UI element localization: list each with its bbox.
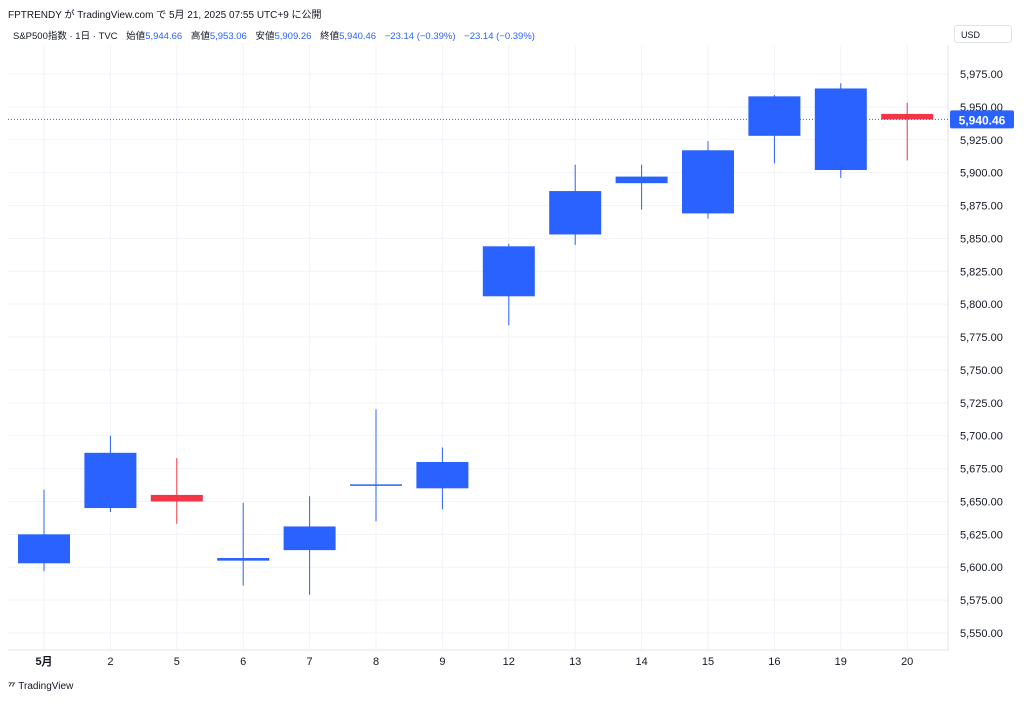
- change-value-2: −23.14 (−0.39%): [464, 31, 535, 42]
- candle-body: [748, 96, 801, 136]
- tradingview-logo-icon: ⁷⁷: [8, 681, 15, 692]
- y-tick-label: 5,550.00: [960, 628, 1003, 640]
- currency-button[interactable]: USD: [954, 25, 1012, 43]
- last-price-badge: [950, 110, 1014, 129]
- y-tick-label: 5,650.00: [960, 496, 1003, 508]
- x-tick-label: 6: [240, 656, 246, 668]
- footer-brand[interactable]: ⁷⁷ TradingView: [8, 681, 73, 692]
- x-tick-label: 15: [702, 656, 714, 668]
- candle-body: [814, 88, 867, 171]
- candle-body: [84, 452, 137, 509]
- high-label: 高値: [190, 31, 210, 42]
- change-value: −23.14 (−0.39%): [384, 31, 456, 42]
- y-tick-label: 5,575.00: [960, 595, 1003, 607]
- x-tick-label: 19: [835, 656, 847, 668]
- y-tick-label: 5,675.00: [960, 464, 1003, 476]
- footer-brand-label: TradingView: [18, 681, 74, 692]
- low-value: 5,909.26: [274, 31, 312, 42]
- x-tick-label: 8: [373, 656, 379, 668]
- publish-header: FPTRENDY が TradingView.com で 5月 21, 2025…: [8, 10, 322, 21]
- y-tick-label: 5,825.00: [960, 266, 1003, 278]
- x-tick-label: 20: [901, 656, 913, 668]
- last-price-label: 5,940.46: [959, 113, 1006, 127]
- x-tick-label: 12: [503, 656, 515, 668]
- x-tick-label: 5: [174, 656, 180, 668]
- candle-body: [18, 534, 70, 564]
- x-tick-label: 7: [307, 656, 313, 668]
- candle-body: [350, 484, 402, 486]
- symbol-name[interactable]: S&P500指数 · 1日 · TVC: [13, 31, 118, 42]
- y-tick-label: 5,975.00: [960, 69, 1003, 81]
- low-label: 安値: [255, 31, 275, 42]
- candle-body: [217, 558, 270, 561]
- candle-body: [482, 246, 535, 297]
- x-tick-label: 13: [569, 656, 581, 668]
- close-label: 終値: [320, 31, 340, 42]
- x-tick-label: 9: [439, 656, 445, 668]
- candle-body: [682, 150, 734, 214]
- open-value: 5,944.66: [145, 31, 183, 42]
- symbol-legend[interactable]: S&P500指数 · 1日 · TVC 始値5,944.66 高値5,953.0…: [13, 28, 535, 42]
- y-tick-label: 5,800.00: [960, 299, 1003, 311]
- y-tick-label: 5,775.00: [960, 332, 1003, 344]
- close-value: 5,940.46: [339, 31, 377, 42]
- candle-body: [150, 494, 203, 502]
- y-tick-label: 5,625.00: [960, 529, 1003, 541]
- x-tick-label: 2: [107, 656, 113, 668]
- x-tick-label: 16: [768, 656, 780, 668]
- x-tick-label: 14: [635, 656, 647, 668]
- y-tick-label: 5,850.00: [960, 233, 1003, 245]
- y-tick-label: 5,925.00: [960, 135, 1003, 147]
- high-value: 5,953.06: [209, 31, 247, 42]
- candle-body: [283, 526, 336, 551]
- candle-body: [881, 113, 934, 120]
- y-tick-label: 5,700.00: [960, 431, 1003, 443]
- open-label: 始値: [126, 31, 146, 42]
- y-tick-label: 5,875.00: [960, 201, 1003, 213]
- y-tick-label: 5,750.00: [960, 365, 1003, 377]
- candle-body: [549, 191, 602, 235]
- candle-body: [416, 462, 469, 489]
- y-tick-label: 5,900.00: [960, 168, 1003, 180]
- y-tick-label: 5,600.00: [960, 562, 1003, 574]
- y-tick-label: 5,725.00: [960, 398, 1003, 410]
- candle-body: [615, 176, 668, 184]
- x-tick-label: 5月: [35, 655, 52, 668]
